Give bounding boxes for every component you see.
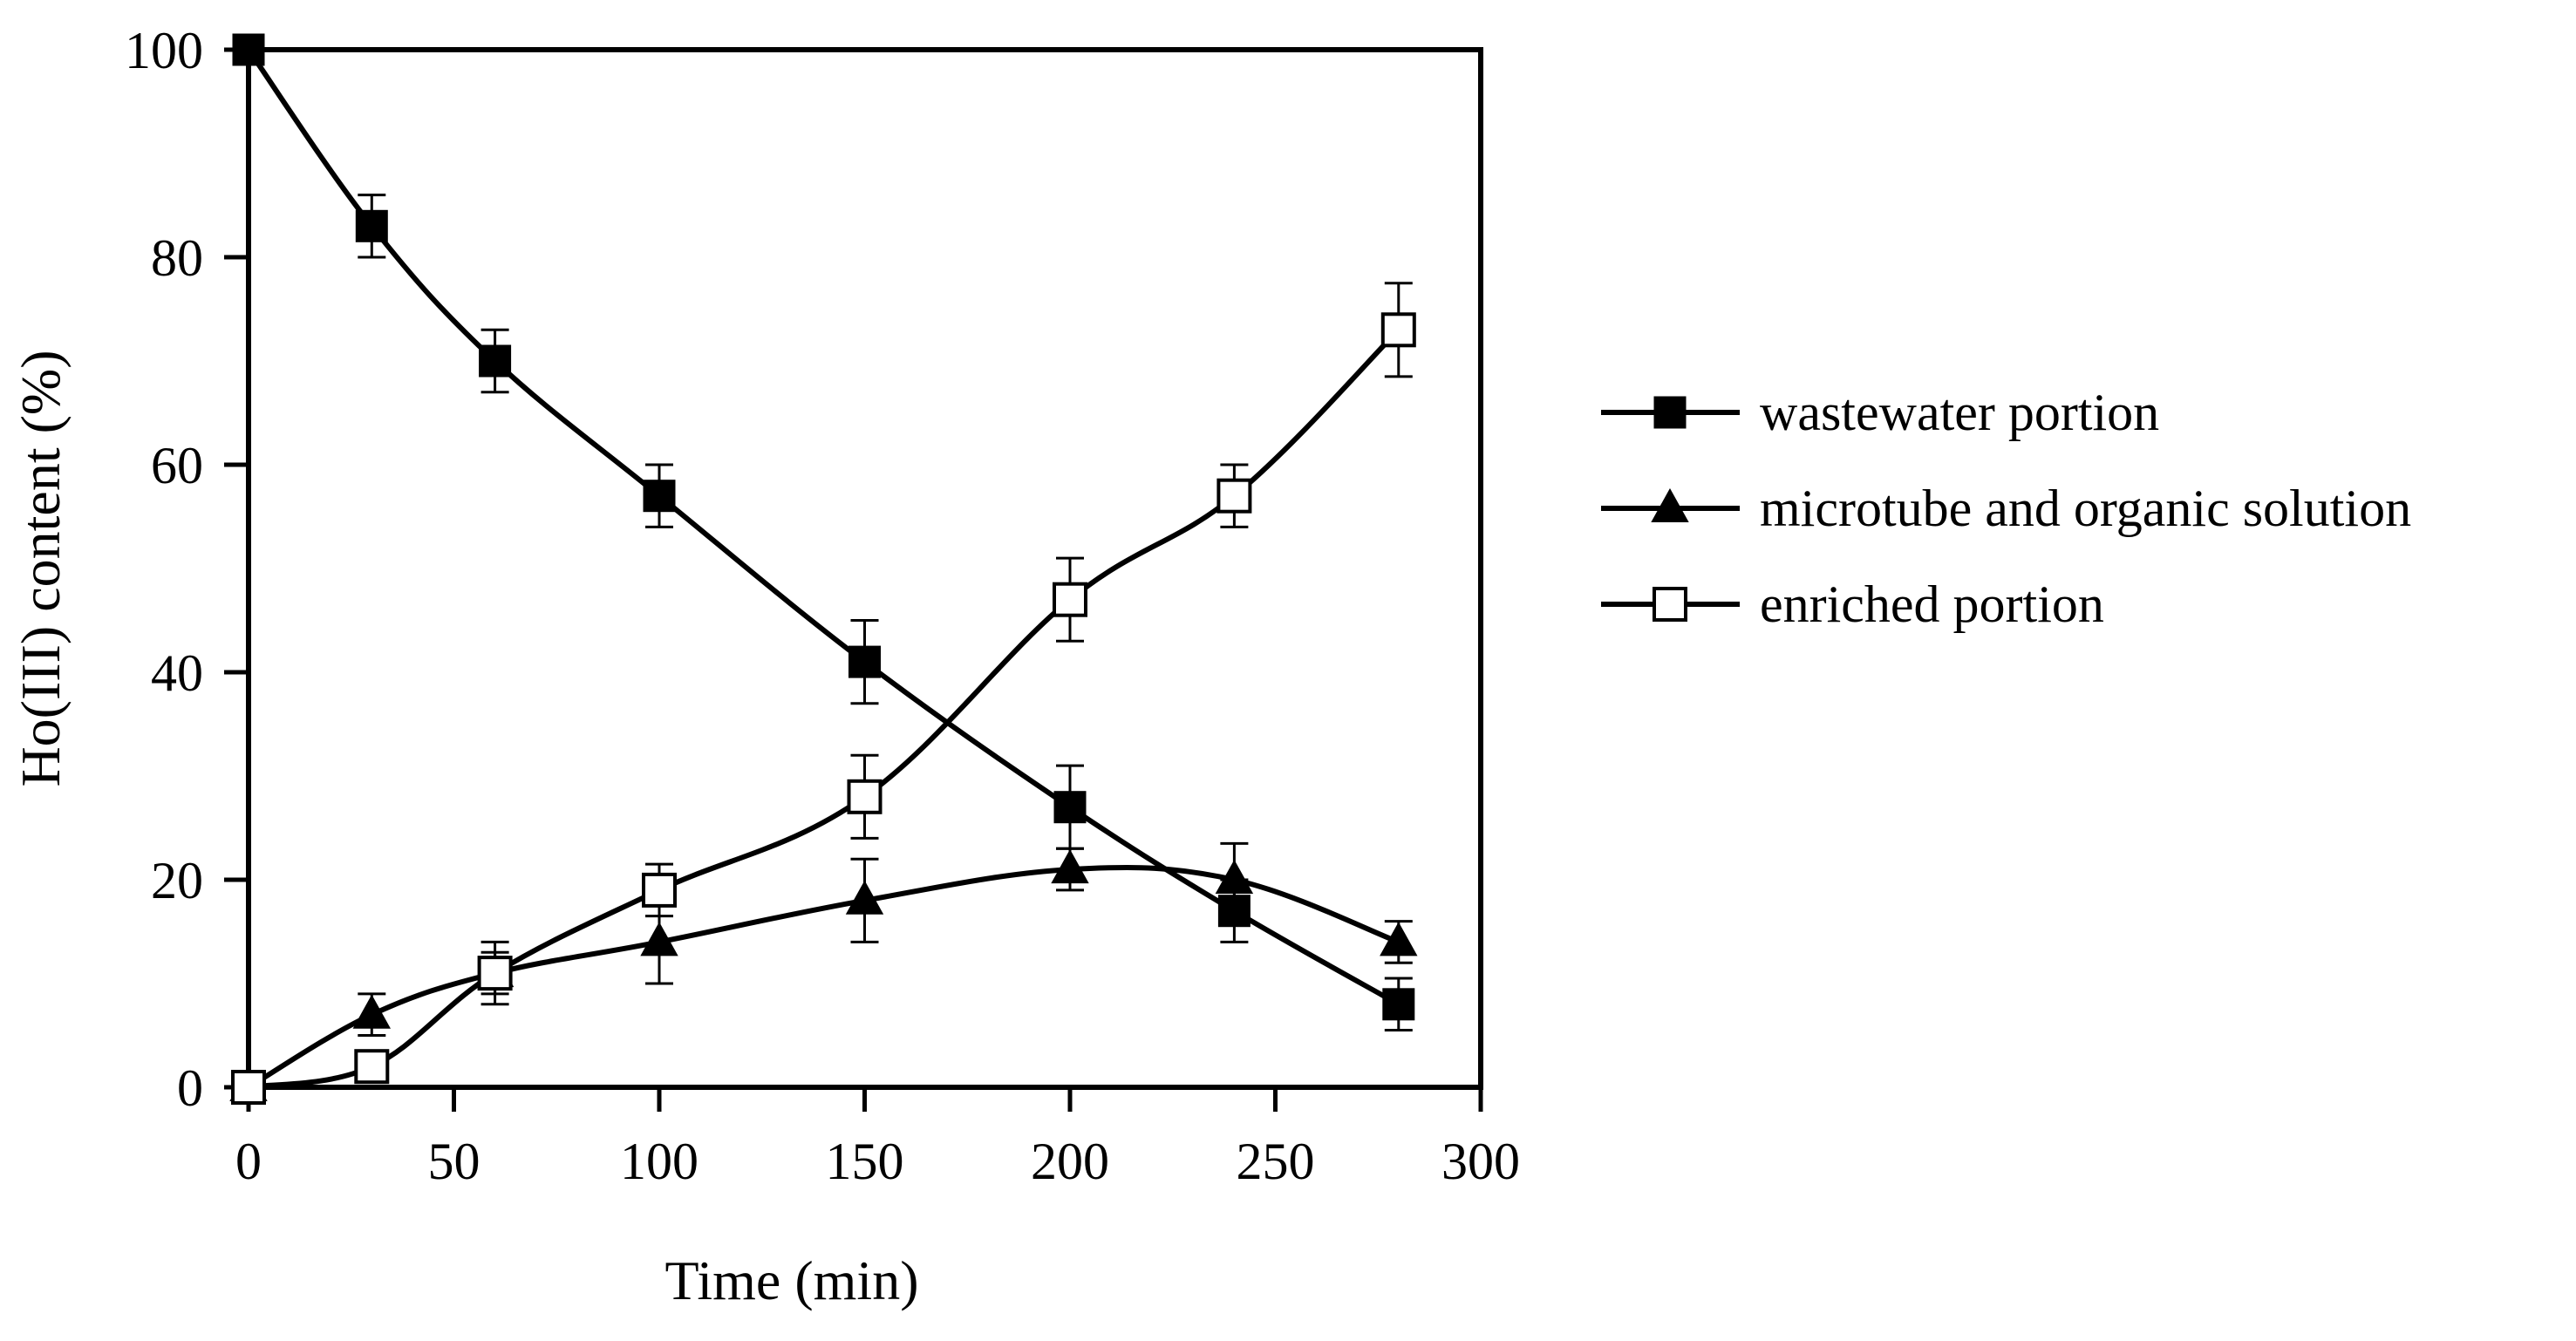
series-microtube-and-organic-solution	[229, 841, 1418, 1101]
series-enriched-portion	[231, 282, 1416, 1105]
data-point	[1216, 478, 1252, 514]
series-wastewater-portion	[232, 33, 1415, 1032]
legend-marker	[1653, 587, 1687, 622]
legend-item: wastewater portion	[1601, 384, 2159, 441]
data-point	[848, 645, 881, 678]
series-line	[248, 328, 1400, 1090]
x-axis-title: Time (min)	[665, 1249, 919, 1311]
data-point	[232, 33, 265, 66]
series-line	[246, 48, 1400, 1007]
data-point	[355, 209, 388, 242]
data-point	[352, 994, 391, 1029]
series-layer	[229, 33, 1418, 1105]
y-tick-label: 0	[177, 1059, 203, 1117]
x-tick-label: 100	[620, 1133, 699, 1190]
x-tick-label: 300	[1441, 1133, 1520, 1190]
y-axis: 0 20 40 60 80 100	[125, 22, 249, 1117]
data-point	[1382, 988, 1415, 1021]
x-tick-label: 0	[235, 1133, 262, 1190]
x-tick-label: 50	[428, 1133, 480, 1190]
y-tick-label: 100	[125, 22, 203, 79]
x-tick-label: 250	[1237, 1133, 1315, 1190]
data-point	[1215, 859, 1254, 894]
legend-marker	[1651, 487, 1689, 522]
data-point	[1053, 582, 1087, 617]
legend-label: wastewater portion	[1760, 384, 2159, 441]
x-tick-label: 200	[1031, 1133, 1109, 1190]
x-axis: 0 50 100 150 200 250 300	[235, 1087, 1520, 1190]
legend-label: microtube and organic solution	[1760, 480, 2411, 537]
y-tick-label: 60	[151, 437, 203, 494]
data-point	[354, 1049, 390, 1085]
y-tick-label: 40	[151, 644, 203, 702]
x-tick-label: 150	[826, 1133, 904, 1190]
data-point	[1053, 791, 1087, 824]
data-point	[643, 480, 676, 513]
data-point	[231, 1070, 266, 1105]
data-point	[477, 956, 513, 991]
y-tick-label: 20	[151, 852, 203, 909]
legend-item: enriched portion	[1601, 575, 2104, 633]
data-point	[1380, 922, 1418, 956]
data-point	[847, 779, 883, 814]
legend-marker	[1653, 396, 1687, 429]
y-tick-label: 80	[151, 229, 203, 287]
data-point	[845, 880, 884, 915]
legend-item: microtube and organic solution	[1601, 480, 2411, 537]
y-axis-title: Ho(III) content (%)	[10, 350, 72, 786]
legend: wastewater portion microtube and organic …	[1601, 384, 2411, 633]
series-line	[247, 864, 1400, 1090]
data-point	[642, 872, 677, 908]
data-point	[1051, 849, 1089, 884]
data-point	[479, 344, 512, 378]
data-point	[640, 922, 678, 956]
legend-label: enriched portion	[1760, 575, 2104, 633]
data-point	[1380, 312, 1416, 348]
